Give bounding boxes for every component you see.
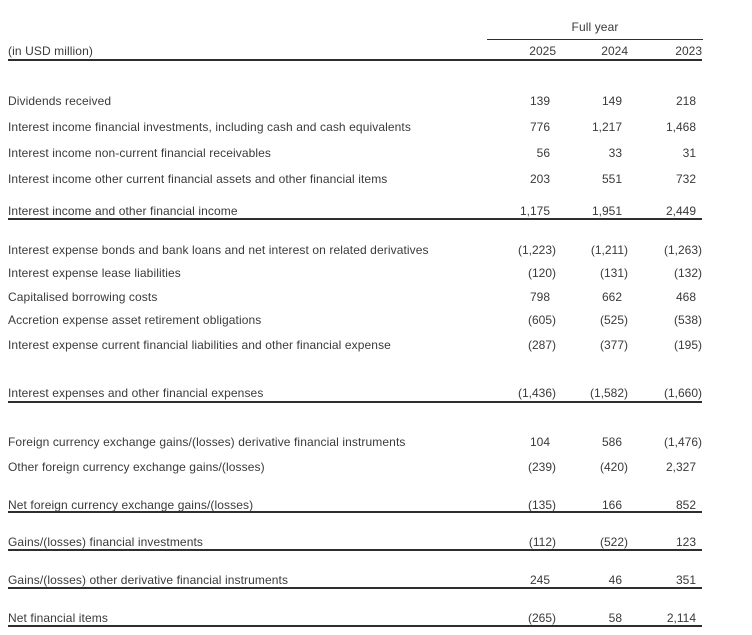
- value-2024: 166: [601, 498, 622, 512]
- value-2023: 31: [682, 146, 696, 160]
- net-financial-items-rule: [8, 625, 702, 627]
- value-2024: 662: [601, 290, 622, 304]
- row-gains-losses-other-derivatives: Gains/(losses) other derivative financia…: [8, 572, 702, 588]
- value-2023: 218: [675, 94, 696, 108]
- value-2025: (605): [527, 313, 556, 327]
- value-2024: (522): [599, 535, 628, 549]
- row-net-financial-items: Net financial items (265) 58 2,114: [8, 610, 702, 626]
- value-2025: 798: [529, 290, 550, 304]
- value-2025: 1,175: [519, 204, 550, 218]
- value-2025: (112): [528, 535, 556, 549]
- value-2023: 2,327: [665, 460, 696, 474]
- column-header-2023: 2023: [675, 44, 702, 58]
- row-accretion-expense-asset-retirement: Accretion expense asset retirement oblig…: [8, 313, 702, 327]
- value-2025: 104: [529, 435, 550, 449]
- value-2025: (287): [527, 338, 556, 352]
- row-capitalised-borrowing-costs: Capitalised borrowing costs 798 662 468: [8, 289, 702, 305]
- value-2024: (525): [599, 313, 628, 327]
- value-2023: 351: [675, 573, 696, 587]
- row-subtotal-interest-expenses: Interest expenses and other financial ex…: [8, 386, 702, 400]
- value-2024: 58: [608, 611, 622, 625]
- value-2025: (1,223): [517, 243, 556, 257]
- value-2023: 468: [675, 290, 696, 304]
- value-2024: (420): [599, 460, 628, 474]
- value-2025: 245: [529, 573, 550, 587]
- unit-label: (in USD million): [8, 44, 93, 58]
- value-2024: (377): [599, 338, 628, 352]
- column-header-2025: 2025: [529, 44, 556, 58]
- row-interest-income-other-current-assets: Interest income other current financial …: [8, 171, 702, 187]
- gains-investments-rule: [8, 549, 702, 551]
- value-2025: 776: [529, 120, 550, 134]
- row-dividends-received: Dividends received 139 149 218: [8, 93, 702, 109]
- value-2024: 1,951: [591, 204, 622, 218]
- full-year-underline: [487, 39, 703, 40]
- value-2025: (1,436): [517, 386, 556, 400]
- row-interest-expense-current-liabilities: Interest expense current financial liabi…: [8, 338, 702, 352]
- subtotal-expenses-rule: [8, 401, 702, 403]
- value-2023: 2,114: [666, 611, 696, 625]
- value-2024: 586: [601, 435, 622, 449]
- value-2024: 149: [601, 94, 622, 108]
- row-other-fx-gains-losses: Other foreign currency exchange gains/(l…: [8, 459, 702, 475]
- value-2023: (1,263): [663, 243, 702, 257]
- value-2023: (1,476): [663, 435, 702, 449]
- value-2023: 732: [675, 172, 696, 186]
- value-2024: 46: [608, 573, 622, 587]
- row-fx-gains-losses-derivatives: Foreign currency exchange gains/(losses)…: [8, 435, 702, 449]
- value-2023: 1,468: [665, 120, 696, 134]
- value-2024: 551: [601, 172, 622, 186]
- table-header-row: (in USD million) 2025 2024 2023: [8, 43, 702, 59]
- value-2025: (239): [527, 460, 556, 474]
- value-2024: 33: [608, 146, 622, 160]
- value-2023: 123: [675, 535, 696, 549]
- value-2023: (538): [673, 313, 702, 327]
- row-interest-expense-bonds-loans: Interest expense bonds and bank loans an…: [8, 243, 702, 257]
- value-2023: (132): [673, 266, 702, 280]
- subtotal-income-rule: [8, 218, 702, 220]
- value-2024: 1,217: [591, 120, 622, 134]
- value-2024: (1,582): [589, 386, 628, 400]
- header-rule: [8, 59, 702, 61]
- column-header-2024: 2024: [601, 44, 628, 58]
- row-interest-income-non-current-receivables: Interest income non-current financial re…: [8, 145, 702, 161]
- row-interest-expense-lease-liabilities: Interest expense lease liabilities (120)…: [8, 266, 702, 280]
- value-2025: 203: [529, 172, 550, 186]
- value-2024: (1,211): [590, 243, 628, 257]
- net-fx-rule: [8, 511, 702, 513]
- value-2023: 2,449: [665, 204, 696, 218]
- full-year-group-header: Full year: [571, 20, 619, 34]
- value-2025: 139: [529, 94, 550, 108]
- gains-derivatives-rule: [8, 587, 702, 589]
- row-gains-losses-financial-investments: Gains/(losses) financial investments (11…: [8, 534, 702, 550]
- value-2024: (131): [599, 266, 628, 280]
- row-interest-income-financial-investments: Interest income financial investments, i…: [8, 119, 702, 135]
- value-2023: (1,660): [663, 386, 702, 400]
- value-2023: 852: [675, 498, 696, 512]
- value-2023: (195): [673, 338, 702, 352]
- value-2025: (265): [527, 611, 556, 625]
- value-2025: (120): [527, 266, 556, 280]
- row-subtotal-interest-income: Interest income and other financial inco…: [8, 203, 702, 219]
- row-net-fx-gains-losses: Net foreign currency exchange gains/(los…: [8, 497, 702, 513]
- value-2025: (135): [527, 498, 556, 512]
- value-2025: 56: [536, 146, 550, 160]
